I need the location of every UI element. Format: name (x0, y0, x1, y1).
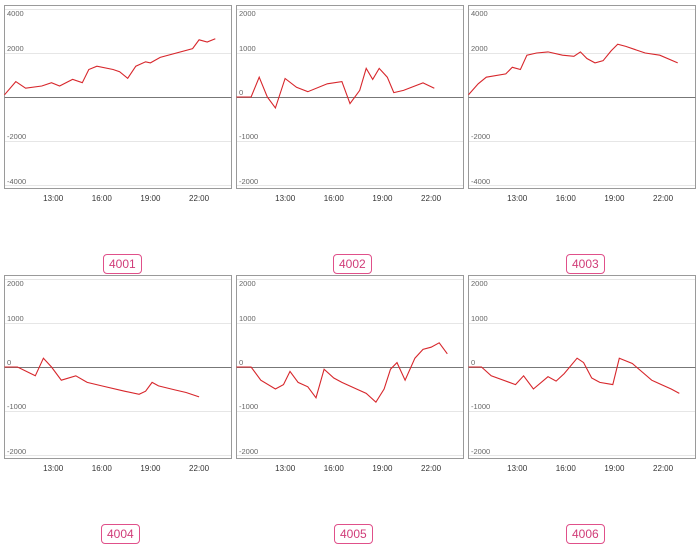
x-tick-label: 16:00 (92, 194, 113, 203)
x-tick-label: 22:00 (421, 464, 442, 473)
x-tick-label: 22:00 (653, 464, 674, 473)
chart-svg-4001: 4000 2000 -2000 -4000 13:00 16:00 19:00 22:00 (4, 5, 232, 203)
y-tick-label: -2000 (7, 132, 26, 141)
chart-panel-4005: 2000 1000 0 -1000 -2000 13:00 16:00 19:00 22:00 (236, 275, 464, 475)
y-tick-label: 1000 (7, 314, 24, 323)
y-tick-label: 1000 (471, 314, 488, 323)
y-tick-label: -4000 (471, 177, 490, 186)
x-tick-label: 19:00 (372, 194, 393, 203)
x-tick-label: 22:00 (421, 194, 442, 203)
chart-panel-4004: 2000 1000 0 -1000 -2000 13:00 16:00 19:00 22:00 (4, 275, 232, 475)
y-tick-label: -2000 (7, 447, 26, 456)
x-tick-label: 19:00 (604, 194, 625, 203)
chart-panel-4002: 2000 1000 0 -1000 -2000 13:00 16:00 19:00 22:00 (236, 5, 464, 205)
chart-svg-4006: 2000 1000 0 -1000 -2000 13:00 16:00 19:00 22:00 (468, 275, 696, 473)
x-tick-label: 16:00 (324, 194, 345, 203)
series-label-4006: 4006 (566, 524, 605, 544)
series-label-4001: 4001 (103, 254, 142, 274)
x-tick-label: 13:00 (43, 194, 64, 203)
y-tick-label: 4000 (471, 9, 488, 18)
x-tick-label: 13:00 (275, 464, 296, 473)
series-line-4001 (4, 38, 216, 96)
x-tick-label: 16:00 (556, 194, 577, 203)
series-label-4005: 4005 (334, 524, 373, 544)
y-tick-label: 2000 (471, 279, 488, 288)
y-tick-label: -2000 (471, 447, 490, 456)
y-tick-label: -1000 (239, 132, 258, 141)
series-label-4004: 4004 (101, 524, 140, 544)
series-line-4006 (468, 357, 680, 394)
y-tick-label: 0 (239, 358, 243, 367)
y-tick-label: -2000 (471, 132, 490, 141)
series-line-4004 (4, 357, 200, 398)
y-tick-label: -1000 (7, 402, 26, 411)
x-tick-label: 19:00 (372, 464, 393, 473)
y-tick-label: 1000 (239, 314, 256, 323)
chart-panel-4003: 4000 2000 -2000 -4000 13:00 16:00 19:00 22:00 (468, 5, 696, 205)
y-tick-label: 2000 (7, 279, 24, 288)
chart-panel-4001: 4000 2000 -2000 -4000 13:00 16:00 19:00 22:00 (4, 5, 232, 205)
y-tick-label: -2000 (239, 177, 258, 186)
x-tick-label: 22:00 (653, 194, 674, 203)
series-line-4003 (468, 43, 678, 96)
x-tick-label: 13:00 (275, 194, 296, 203)
y-tick-label: 0 (239, 88, 243, 97)
series-line-4005 (236, 342, 448, 404)
x-tick-label: 16:00 (324, 464, 345, 473)
y-tick-label: 0 (7, 358, 11, 367)
x-tick-label: 22:00 (189, 464, 210, 473)
chart-svg-4004: 2000 1000 0 -1000 -2000 13:00 16:00 19:00 22:00 (4, 275, 232, 473)
x-tick-label: 13:00 (43, 464, 64, 473)
chart-panel-4006: 2000 1000 0 -1000 -2000 13:00 16:00 19:00 22:00 (468, 275, 696, 475)
y-tick-label: 0 (471, 358, 475, 367)
y-tick-label: -1000 (239, 402, 258, 411)
x-tick-label: 22:00 (189, 194, 210, 203)
x-tick-label: 19:00 (604, 464, 625, 473)
y-tick-label: 2000 (239, 9, 256, 18)
series-label-4003: 4003 (566, 254, 605, 274)
y-tick-label: 1000 (239, 44, 256, 53)
y-tick-label: 4000 (7, 9, 24, 18)
series-label-4002: 4002 (333, 254, 372, 274)
x-tick-label: 19:00 (140, 194, 161, 203)
y-tick-label: 2000 (7, 44, 24, 53)
x-tick-label: 13:00 (507, 464, 528, 473)
x-tick-label: 16:00 (556, 464, 577, 473)
chart-svg-4002: 2000 1000 0 -1000 -2000 13:00 16:00 19:00 22:00 (236, 5, 464, 203)
y-tick-label: -1000 (471, 402, 490, 411)
x-tick-label: 16:00 (92, 464, 113, 473)
chart-svg-4005: 2000 1000 0 -1000 -2000 13:00 16:00 19:00 22:00 (236, 275, 464, 473)
y-tick-label: -4000 (7, 177, 26, 186)
y-tick-label: -2000 (239, 447, 258, 456)
y-tick-label: 2000 (471, 44, 488, 53)
x-tick-label: 19:00 (140, 464, 161, 473)
series-line-4002 (236, 67, 435, 110)
x-tick-label: 13:00 (507, 194, 528, 203)
y-tick-label: 2000 (239, 279, 256, 288)
chart-svg-4003: 4000 2000 -2000 -4000 13:00 16:00 19:00 22:00 (468, 5, 696, 203)
